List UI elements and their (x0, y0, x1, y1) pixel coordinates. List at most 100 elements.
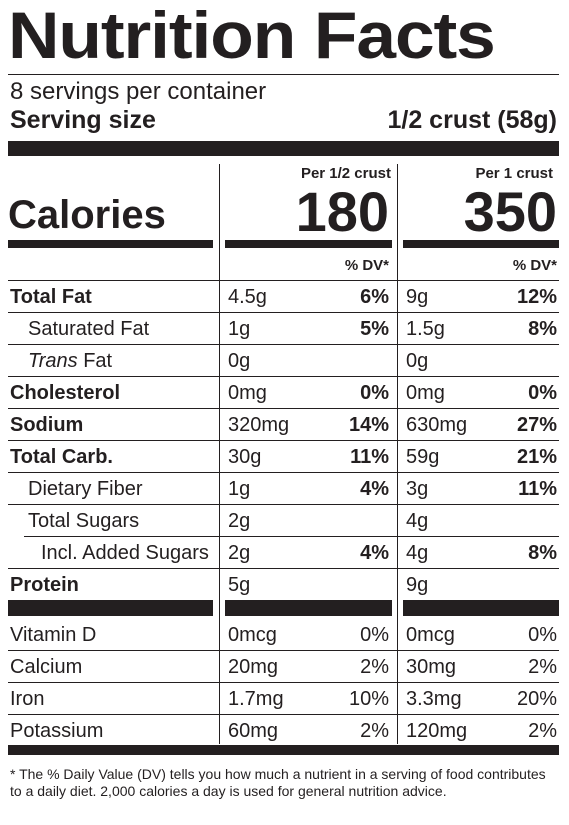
nutrient-amount: 1g (228, 318, 251, 340)
micronutrient-dv: 2% (528, 656, 557, 678)
nutrient-amount: 0g (228, 350, 251, 372)
serving-size-label: Serving size (10, 106, 156, 134)
nutrient-amount: 4g (406, 510, 429, 532)
micronutrient-amount: 30mg (406, 656, 457, 678)
nutrient-dv: 14% (348, 414, 389, 436)
micronutrient-amount: 3.3mg (406, 688, 462, 710)
nutrient-name-protein: Protein (10, 574, 79, 596)
calories-one-crust: 350 (463, 180, 557, 243)
nutrient-dv: 4% (360, 478, 389, 500)
nutrient-dv: 21% (516, 446, 557, 468)
row-divider (24, 536, 559, 537)
row-divider (8, 440, 559, 441)
nutrient-dv: 6% (360, 286, 389, 308)
row-divider (8, 344, 559, 345)
row-divider (8, 504, 559, 505)
nutrient-dv: 11% (350, 446, 389, 468)
serving-thick-bar (8, 141, 559, 156)
micronutrient-dv: 2% (528, 720, 557, 742)
nutrient-name-total-fat: Total Fat (10, 286, 92, 308)
micronutrient-dv: 2% (360, 720, 389, 742)
micronutrient-amount: 0mcg (228, 624, 277, 646)
micronutrient-dv: 10% (348, 688, 389, 710)
column-header-half-crust: Per 1/2 crust (300, 165, 391, 182)
nutrient-dv: 27% (516, 414, 557, 436)
nutrient-dv: 0% (528, 382, 557, 404)
nutrient-dv: 0% (360, 382, 389, 404)
trans-italic: Trans (28, 350, 78, 372)
nutrient-amount: 9g (406, 286, 429, 308)
column-divider-2 (397, 164, 398, 744)
nutrient-amount: 9g (406, 574, 429, 596)
row-divider (8, 650, 559, 651)
nutrient-name-dietary-fiber: Dietary Fiber (28, 478, 143, 500)
dv-header-half-crust: % DV* (344, 257, 389, 274)
nutrient-amount: 4g (406, 542, 429, 564)
nutrient-amount: 5g (228, 574, 251, 596)
nutrient-amount: 2g (228, 542, 251, 564)
micronutrient-amount: 60mg (228, 720, 279, 742)
nutrient-name-sodium: Sodium (10, 414, 84, 436)
column-header-one-crust: Per 1 crust (475, 165, 553, 182)
trans-rest: Fat (77, 350, 113, 372)
nutrient-dv: 8% (528, 318, 557, 340)
nutrient-amount: 4.5g (228, 286, 267, 308)
micronutrient-name-potassium: Potassium (10, 720, 104, 742)
bottom-thick-bar (8, 745, 559, 755)
micronutrient-amount: 120mg (406, 720, 468, 742)
label-title: Nutrition Facts (8, 0, 496, 72)
nutrient-name-cholesterol: Cholesterol (10, 382, 121, 404)
serving-size-value: 1/2 crust (58g) (387, 106, 557, 134)
nutrient-amount: 59g (406, 446, 440, 468)
nutrient-name-total-carb: Total Carb. (10, 446, 113, 468)
micronutrient-bar-3 (403, 600, 559, 616)
nutrient-dv: 12% (516, 286, 557, 308)
micronutrient-bar-2 (225, 600, 392, 616)
nutrient-dv: 5% (360, 318, 389, 340)
nutrient-amount: 1g (228, 478, 251, 500)
nutrient-amount: 0g (406, 350, 429, 372)
calories-half-crust: 180 (295, 180, 389, 243)
nutrient-amount: 2g (228, 510, 251, 532)
row-divider (8, 682, 559, 683)
nutrient-amount: 630mg (406, 414, 468, 436)
calories-label: Calories (8, 193, 166, 237)
nutrient-name-added-sugars: Incl. Added Sugars (41, 542, 209, 564)
micronutrient-name-vitamin-d: Vitamin D (10, 624, 97, 646)
nutrient-amount: 30g (228, 446, 262, 468)
row-divider (8, 568, 559, 569)
nutrient-dv: 8% (528, 542, 557, 564)
nutrient-dv: 4% (360, 542, 389, 564)
micronutrient-name-iron: Iron (10, 688, 45, 710)
nutrient-amount: 3g (406, 478, 429, 500)
micronutrient-dv: 20% (516, 688, 557, 710)
daily-value-footnote: * The % Daily Value (DV) tells you how m… (10, 766, 546, 799)
row-divider (8, 376, 559, 377)
servings-per-container: 8 servings per container (10, 78, 267, 105)
micronutrient-dv: 0% (528, 624, 557, 646)
title-divider (8, 74, 559, 75)
nutrient-amount: 320mg (228, 414, 290, 436)
row-divider (8, 714, 559, 715)
row-divider (8, 312, 559, 313)
nutrient-amount: 1.5g (406, 318, 445, 340)
nutrient-amount: 0mg (406, 382, 445, 404)
nutrient-amount: 0mg (228, 382, 267, 404)
calories-bar-1 (8, 240, 213, 248)
dv-header-divider (8, 280, 559, 281)
nutrient-name-saturated-fat: Saturated Fat (28, 318, 150, 340)
row-divider (8, 408, 559, 409)
column-divider-1 (219, 164, 220, 744)
micronutrient-amount: 20mg (228, 656, 279, 678)
micronutrient-bar-1 (8, 600, 213, 616)
micronutrient-dv: 0% (360, 624, 389, 646)
micronutrient-name-calcium: Calcium (10, 656, 83, 678)
nutrient-dv: 11% (518, 478, 557, 500)
nutrient-name-trans-fat: Trans Fat (28, 351, 112, 371)
calories-bar-3 (403, 240, 559, 248)
nutrient-name-total-sugars: Total Sugars (28, 510, 140, 532)
micronutrient-dv: 2% (360, 656, 389, 678)
row-divider (8, 472, 559, 473)
micronutrient-amount: 1.7mg (228, 688, 284, 710)
